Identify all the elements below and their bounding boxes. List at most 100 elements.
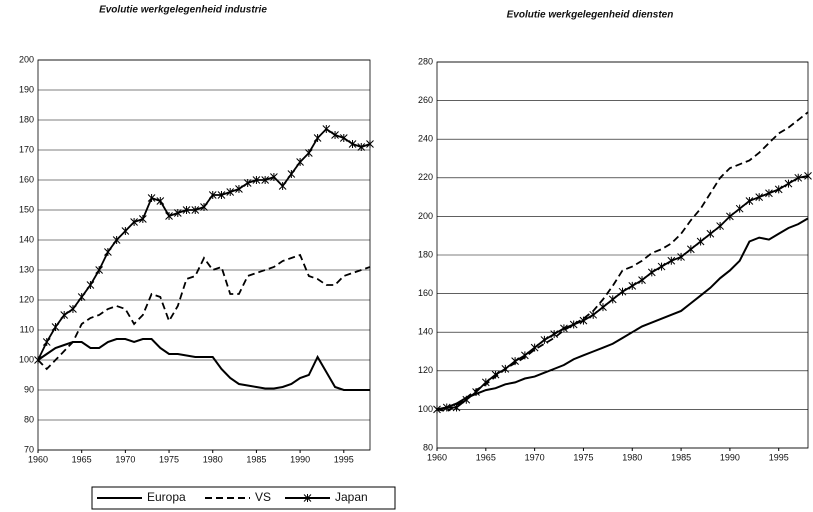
marker: [173, 209, 182, 217]
x-tick-label: 1960: [28, 454, 48, 464]
marker: [667, 256, 676, 265]
series-line: [436, 217, 809, 411]
marker: [462, 395, 471, 404]
marker: [491, 370, 500, 379]
marker: [550, 330, 559, 339]
marker: [51, 323, 60, 331]
marker: [304, 149, 313, 157]
y-tick-label: 240: [418, 134, 433, 144]
x-tick-label: 1965: [72, 454, 92, 464]
marker: [765, 189, 773, 198]
legend-marker: [303, 494, 312, 502]
series-line: [436, 111, 809, 413]
marker: [217, 191, 226, 199]
x-tick-label: 1990: [290, 454, 310, 464]
y-tick-label: 100: [19, 354, 34, 364]
marker: [745, 196, 754, 205]
marker: [452, 403, 461, 412]
marker: [618, 287, 627, 296]
y-tick-label: 140: [418, 327, 433, 337]
marker: [357, 143, 366, 151]
marker: [366, 140, 374, 148]
marker: [208, 191, 217, 199]
marker: [278, 182, 287, 190]
legend-label: Japan: [335, 490, 368, 504]
legend-label: VS: [255, 490, 271, 504]
marker: [589, 310, 598, 319]
marker: [130, 218, 138, 226]
marker: [313, 134, 322, 142]
x-tick-label: 1985: [671, 452, 691, 462]
x-tick-label: 1975: [573, 452, 593, 462]
marker: [706, 229, 715, 238]
y-tick-label: 160: [19, 174, 34, 184]
marker: [165, 212, 173, 220]
marker: [296, 158, 304, 166]
x-tick-label: 1985: [246, 454, 266, 464]
marker: [138, 215, 147, 223]
marker: [433, 405, 441, 414]
marker: [86, 281, 95, 289]
marker: [608, 295, 617, 304]
marker: [34, 356, 42, 364]
plot-area: [37, 59, 371, 451]
x-tick-label: 1980: [622, 452, 642, 462]
marker: [331, 131, 339, 139]
marker: [182, 206, 191, 214]
marker: [442, 403, 451, 412]
y-tick-label: 140: [19, 234, 34, 244]
x-tick-label: 1970: [525, 452, 545, 462]
marker: [261, 176, 270, 184]
marker: [716, 222, 724, 231]
marker: [794, 173, 803, 182]
x-tick-label: 1960: [427, 452, 447, 462]
x-tick-label: 1990: [720, 452, 740, 462]
series-line: [37, 253, 371, 371]
x-tick-label: 1995: [334, 454, 354, 464]
chart-title: Evolutie werkgelegenheid diensten: [507, 10, 674, 21]
y-tick-label: 190: [19, 84, 34, 94]
marker: [339, 134, 348, 142]
y-tick-label: 80: [24, 414, 34, 424]
y-tick-label: 70: [24, 444, 34, 454]
marker: [252, 176, 261, 184]
marker: [569, 320, 578, 329]
y-tick-label: 90: [24, 384, 34, 394]
y-tick-label: 180: [19, 114, 34, 124]
marker: [104, 248, 112, 256]
marker: [560, 324, 568, 333]
marker: [287, 170, 296, 178]
marker: [95, 266, 104, 274]
y-tick-label: 120: [418, 365, 433, 375]
marker: [511, 357, 519, 366]
marker: [677, 252, 685, 261]
marker: [647, 268, 656, 277]
y-tick-label: 180: [418, 249, 433, 259]
x-tick-label: 1970: [115, 454, 135, 464]
marker: [726, 212, 734, 221]
marker: [481, 378, 490, 387]
marker: [804, 171, 812, 180]
marker: [599, 303, 607, 312]
marker: [322, 125, 331, 133]
y-tick-label: 120: [19, 294, 34, 304]
series-line: [37, 127, 371, 361]
series-line: [37, 338, 370, 391]
marker: [112, 236, 121, 244]
y-tick-label: 280: [418, 56, 433, 66]
legend-label: Europa: [147, 490, 186, 504]
marker: [121, 227, 130, 235]
y-tick-label: 110: [20, 324, 34, 334]
marker: [147, 194, 156, 202]
marker: [784, 179, 793, 188]
x-tick-label: 1965: [476, 452, 496, 462]
marker: [638, 276, 646, 285]
y-tick-label: 260: [418, 95, 433, 105]
marker: [42, 338, 51, 346]
marker: [270, 173, 278, 181]
marker: [686, 245, 695, 254]
marker: [540, 335, 549, 344]
marker: [235, 185, 243, 193]
x-tick-label: 1995: [769, 452, 789, 462]
